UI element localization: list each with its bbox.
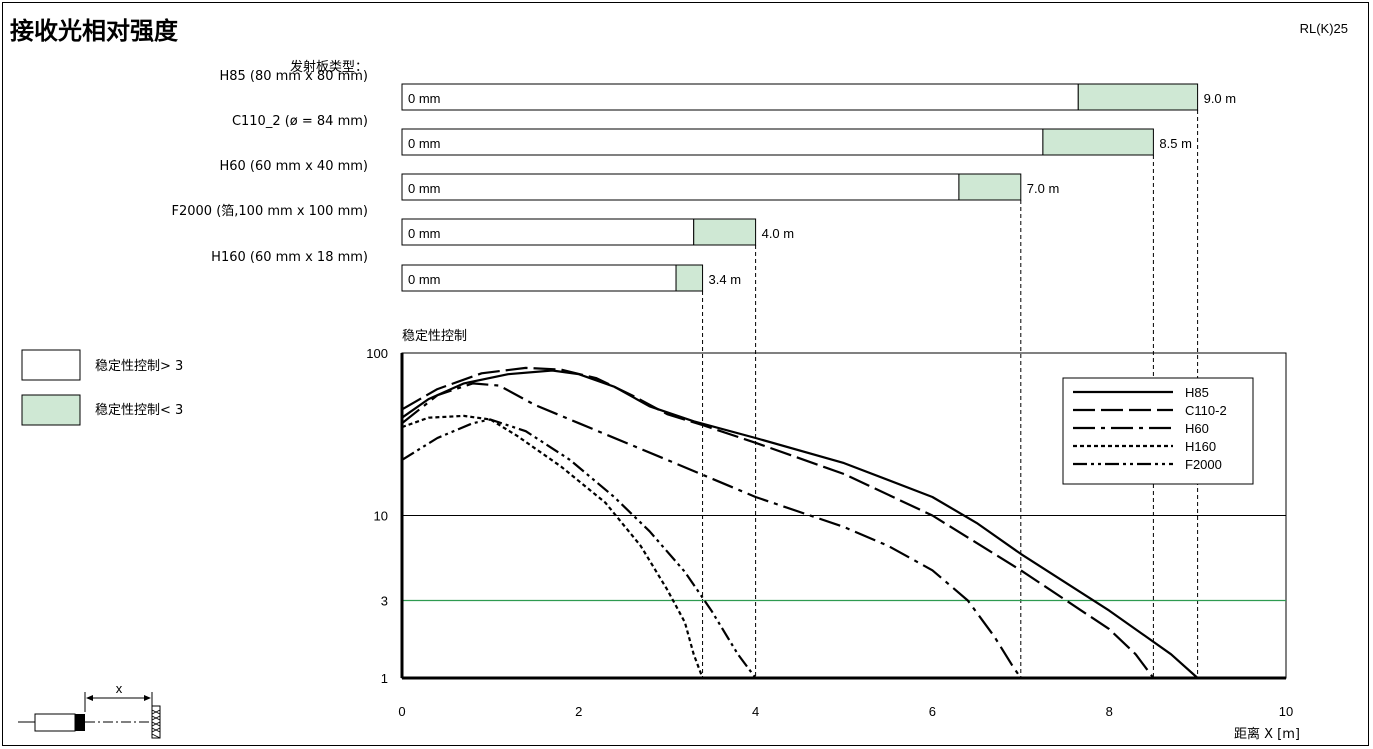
series-line-h60 xyxy=(401,382,1022,679)
legend-label-unstable: 稳定性控制< 3 xyxy=(95,402,183,418)
y-tick-label: 10 xyxy=(374,509,388,524)
bar-start-label: 0 mm xyxy=(408,136,441,151)
x-axis-title: 距离 X [m] xyxy=(1234,726,1300,742)
reflector-label: H85 (80 mm x 80 mm) xyxy=(219,69,368,84)
legend-entry-label: H85 xyxy=(1185,385,1209,400)
sensor-lens-icon xyxy=(75,714,85,731)
y-tick-label: 1 xyxy=(381,671,388,686)
bar-unstable-segment xyxy=(958,173,1022,201)
bar-unstable-segment xyxy=(1042,128,1154,156)
reflector-label: H60 (60 mm x 40 mm) xyxy=(219,159,368,174)
bar-unstable-segment xyxy=(1077,83,1199,111)
plot-legend xyxy=(1062,377,1254,485)
reflector-hatch xyxy=(151,709,161,739)
bar-start-label: 0 mm xyxy=(408,272,441,287)
reflector-label: F2000 (箔,100 mm x 100 mm) xyxy=(172,203,368,219)
stability-legend: 稳定性控制> 3 稳定性控制< 3 xyxy=(21,349,183,426)
sensor-diagram: x xyxy=(18,681,161,739)
series-line-h160 xyxy=(401,414,704,679)
bar-unstable-segment xyxy=(675,264,704,292)
bar-stable-segment xyxy=(401,173,960,201)
dimension-label: x xyxy=(116,681,123,696)
series-line-c110-2 xyxy=(401,366,1155,679)
reflector-label: H160 (60 mm x 18 mm) xyxy=(211,250,368,265)
bar-end-label: 7.0 m xyxy=(1027,181,1060,196)
bar-start-label: 0 mm xyxy=(408,181,441,196)
bar-end-label: 3.4 m xyxy=(709,272,742,287)
sensor-body-icon xyxy=(34,713,76,732)
y-tick-label: 100 xyxy=(366,346,388,361)
x-tick-label: 8 xyxy=(1106,704,1113,719)
legend-entry-label: H160 xyxy=(1185,439,1216,454)
legend-swatch-unstable xyxy=(21,394,81,426)
bar-start-label: 0 mm xyxy=(408,91,441,106)
x-tick-label: 4 xyxy=(752,704,759,719)
bar-unstable-segment xyxy=(693,218,757,246)
arrow-right-icon xyxy=(144,695,151,701)
x-tick-label: 0 xyxy=(398,704,405,719)
bar-end-label: 8.5 m xyxy=(1159,136,1192,151)
bar-stable-segment xyxy=(401,128,1044,156)
legend-entry-label: H60 xyxy=(1185,421,1209,436)
arrow-left-icon xyxy=(86,695,93,701)
bar-stable-segment xyxy=(401,218,695,246)
x-tick-label: 6 xyxy=(929,704,936,719)
reflector-heading: 发射板类型： xyxy=(290,59,368,75)
page-title: 接收光相对强度 xyxy=(10,17,179,45)
bar-end-label: 9.0 m xyxy=(1204,91,1237,106)
bar-end-label: 4.0 m xyxy=(762,226,795,241)
x-tick-label: 2 xyxy=(575,704,582,719)
model-code: RL(K)25 xyxy=(1300,21,1348,36)
bar-start-label: 0 mm xyxy=(408,226,441,241)
bar-stable-segment xyxy=(401,264,677,292)
y-tick-label: 3 xyxy=(381,593,388,608)
legend-entry-label: F2000 xyxy=(1185,457,1222,472)
legend-entry-label: C110-2 xyxy=(1185,403,1227,418)
range-bars: H85 (80 mm x 80 mm) 0 mm 9.0 m C110_2 (ø = … xyxy=(172,69,1237,678)
legend-label-stable: 稳定性控制> 3 xyxy=(95,358,183,374)
legend-swatch-stable xyxy=(21,349,81,381)
bar-stable-segment xyxy=(401,83,1079,111)
series-line-f2000 xyxy=(401,418,757,679)
x-tick-label: 10 xyxy=(1279,704,1293,719)
y-axis-title: 稳定性控制 xyxy=(402,328,467,344)
reflector-label: C110_2 (ø = 84 mm) xyxy=(232,114,368,129)
